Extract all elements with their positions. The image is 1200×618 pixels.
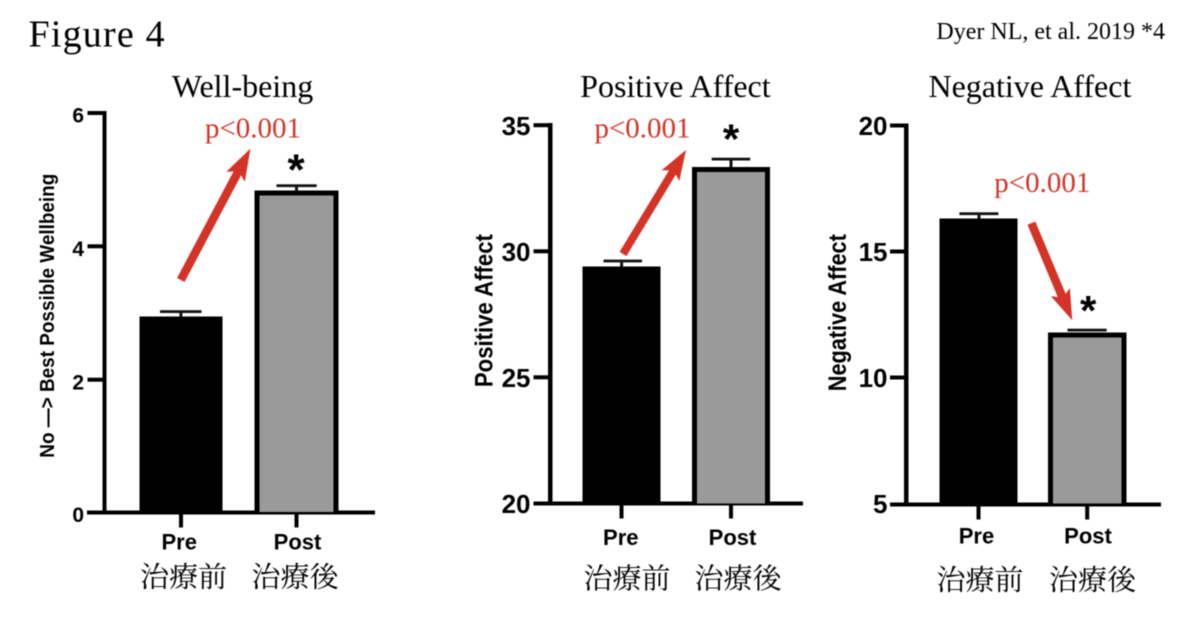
svg-text:*: * [1080, 287, 1097, 334]
svg-text:No —> Best Possible Wellbeing: No —> Best Possible Wellbeing [37, 174, 59, 458]
svg-text:p<0.001: p<0.001 [594, 113, 690, 145]
svg-text:Positive Affect: Positive Affect [580, 68, 771, 104]
svg-text:p<0.001: p<0.001 [205, 113, 301, 145]
svg-text:2: 2 [72, 371, 84, 394]
svg-text:25: 25 [502, 363, 531, 393]
svg-text:Post: Post [709, 525, 757, 550]
svg-text:5: 5 [873, 489, 887, 519]
svg-text:Dyer NL, et al. 2019 *4: Dyer NL, et al. 2019 *4 [936, 19, 1165, 45]
svg-text:20: 20 [502, 489, 531, 519]
svg-text:35: 35 [502, 111, 531, 141]
svg-text:Pre: Pre [161, 529, 196, 554]
svg-text:Negative Affect: Negative Affect [824, 234, 852, 392]
svg-text:Negative Affect: Negative Affect [928, 68, 1131, 104]
svg-text:Post: Post [274, 529, 322, 554]
svg-text:Pre: Pre [959, 524, 994, 549]
svg-text:*: * [723, 115, 740, 162]
svg-text:Figure 4: Figure 4 [29, 14, 166, 56]
svg-text:Post: Post [1064, 524, 1112, 549]
svg-text:15: 15 [859, 237, 888, 267]
svg-text:4: 4 [72, 238, 84, 261]
svg-text:Pre: Pre [603, 525, 638, 550]
svg-text:Positive Affect: Positive Affect [471, 234, 499, 388]
svg-text:10: 10 [859, 363, 888, 393]
svg-text:*: * [287, 146, 305, 195]
svg-text:30: 30 [502, 237, 531, 267]
svg-text:p<0.001: p<0.001 [994, 167, 1090, 199]
svg-text:0: 0 [72, 504, 84, 527]
svg-text:Well-being: Well-being [172, 68, 313, 104]
svg-text:6: 6 [72, 105, 84, 128]
svg-text:20: 20 [859, 111, 888, 141]
